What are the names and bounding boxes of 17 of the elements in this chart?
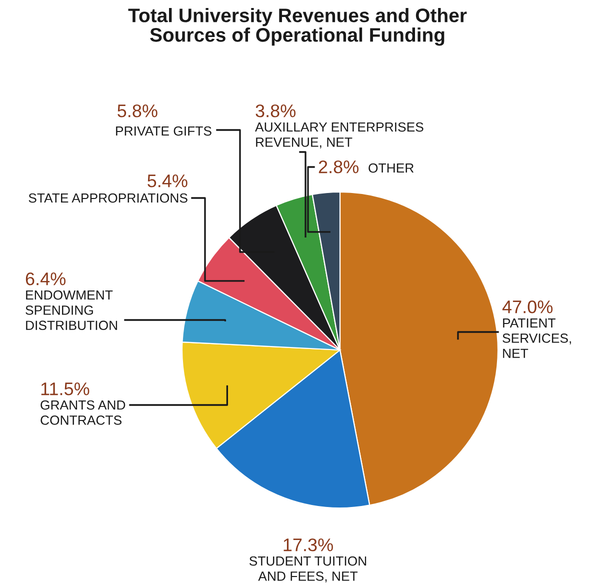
data-label: 47.0% bbox=[502, 300, 553, 314]
data-label: 17.3% bbox=[284, 538, 333, 552]
slice-label: GRANTS AND CONTRACTS bbox=[40, 400, 126, 425]
slice-label: STATE APPROPRIATIONS bbox=[28, 193, 188, 203]
slice-label: STUDENT TUITION AND FEES, NET bbox=[249, 556, 366, 582]
data-label: 5.4% bbox=[148, 174, 188, 188]
data-label: 6.4% bbox=[26, 272, 66, 286]
chart-title: Total University Revenues and Other Sources of Operational Funding bbox=[128, 8, 467, 46]
slice-label: OTHER bbox=[368, 163, 414, 173]
slice-label: ENDOWMENT SPENDING DISTRIBUTION bbox=[26, 290, 118, 330]
slice-label: AUXILLARY ENTERPRISES REVENUE, NET bbox=[255, 122, 424, 148]
data-label: 2.8% bbox=[318, 160, 359, 174]
data-label: 5.8% bbox=[118, 104, 158, 118]
data-label: 3.8% bbox=[256, 104, 296, 118]
slice-label: PATIENT SERVICES, NET bbox=[502, 318, 571, 358]
slice-label: PRIVATE GIFTS bbox=[116, 126, 212, 136]
data-label: 11.5% bbox=[41, 382, 90, 396]
